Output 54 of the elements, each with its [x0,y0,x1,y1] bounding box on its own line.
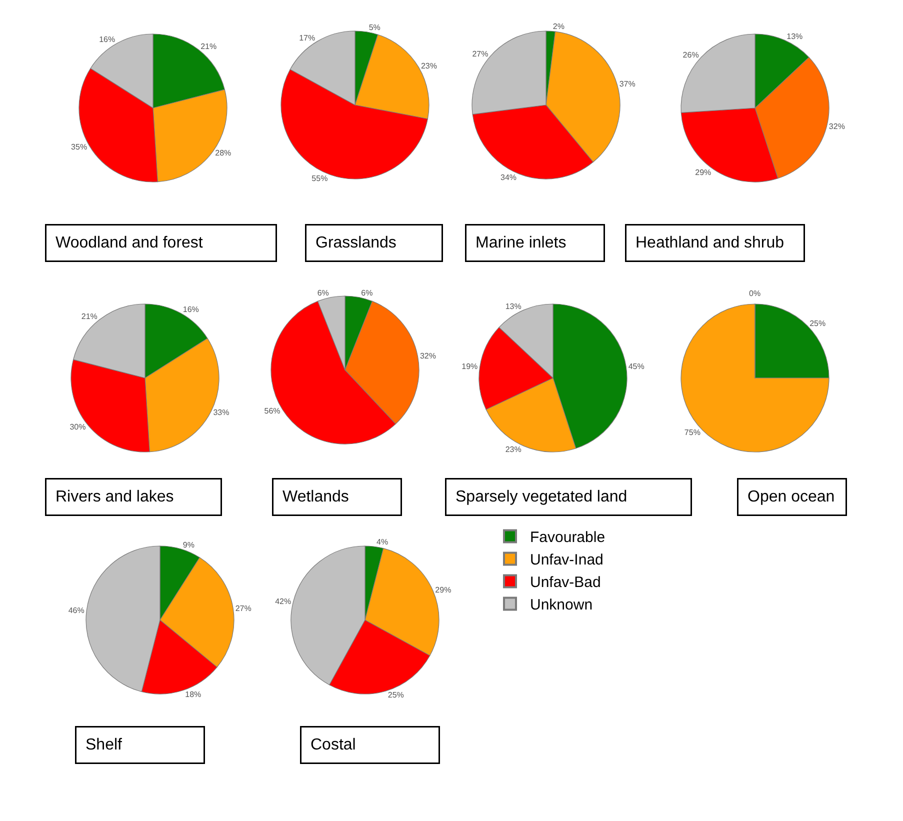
data-label: 18% [185,690,202,699]
text: Shelf [86,736,123,754]
legend-label: Unfav-Inad [530,552,604,569]
data-label: 75% [684,428,700,438]
data-label: 42% [275,596,292,606]
data-label: 55% [312,174,328,184]
text: Marine inlets [476,234,566,252]
data-label: 27% [472,50,488,59]
data-label: 16% [99,35,116,44]
data-label: 9% [182,540,194,550]
data-label: 27% [235,604,252,613]
data-label: 2% [552,22,564,32]
data-label: 21% [81,312,98,322]
text: Woodland and forest [56,234,204,252]
data-label: 6% [317,288,329,298]
data-label: 37% [619,80,636,89]
text: Wetlands [282,488,349,506]
data-label: 4% [376,538,388,547]
data-label: 17% [299,33,316,42]
data-label: 34% [500,173,517,182]
data-label: 5% [368,23,380,32]
data-label: 30% [70,422,86,432]
text: Open ocean [748,488,835,506]
legend-label: Unknown [530,596,593,614]
data-label: 25% [810,318,826,328]
data-label: 29% [435,585,452,594]
data-label: 6% [361,288,373,298]
data-label: 23% [420,62,437,71]
data-label: 23% [505,445,522,454]
text: Sparsely vegetated land [456,488,628,506]
data-label: 13% [786,32,803,41]
data-label: 32% [828,122,845,132]
legend-label: Unfav-Bad [530,574,601,592]
data-label: 29% [695,168,712,177]
legend-label: Favourable [530,529,606,546]
data-label: 13% [505,302,522,311]
data-label: 45% [628,362,644,371]
data-label: 26% [682,50,699,60]
data-label: 46% [68,606,84,616]
data-label: 33% [213,408,230,418]
data-label: 19% [462,362,478,371]
data-label: 56% [264,406,280,416]
data-label: 25% [388,690,404,700]
text: Rivers and lakes [56,488,174,506]
data-label: 21% [200,42,217,52]
text: 0% [749,289,761,298]
text: Costal [310,736,356,754]
text: Grasslands [316,234,396,252]
data-label: 32% [420,351,436,360]
text: Heathland and shrub [636,234,784,252]
data-label: 28% [215,148,232,158]
data-label: 16% [182,305,199,314]
pie-slice [680,304,830,452]
data-label: 35% [71,142,88,152]
